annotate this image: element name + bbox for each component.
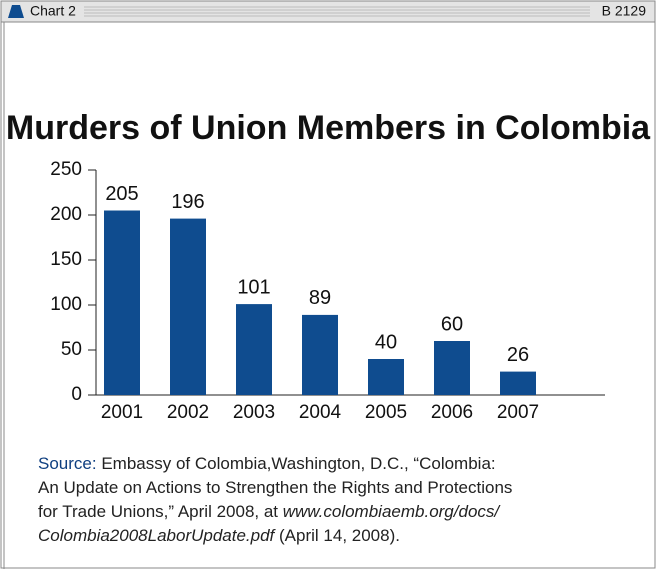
chart-title: Murders of Union Members in Colombia — [6, 109, 651, 147]
source: Source: Embassy of Colombia,Washington, … — [38, 452, 512, 548]
source-text: for Trade Unions,” April 2008, at — [38, 502, 283, 521]
y-tick-label: 250 — [50, 159, 82, 180]
source-url: www.colombiaemb.org/docs/ — [282, 502, 500, 521]
x-tick-label: 2001 — [101, 402, 143, 423]
x-tick-label: 2007 — [497, 402, 539, 423]
x-tick-label: 2002 — [167, 402, 209, 423]
source-url: Colombia2008LaborUpdate.pdf — [38, 526, 275, 545]
source-text: An Update on Actions to Strengthen the R… — [38, 478, 513, 497]
bell-icon — [8, 5, 24, 18]
x-tick-label: 2006 — [431, 402, 473, 423]
y-tick-label: 0 — [71, 384, 82, 405]
bar — [170, 218, 206, 395]
report-number: B 2129 — [602, 3, 647, 19]
header-bar — [0, 0, 656, 23]
value-label: 26 — [507, 344, 529, 366]
chart-label: Chart 2 — [30, 3, 76, 19]
value-label: 205 — [105, 183, 138, 205]
x-tick-label: 2004 — [299, 402, 342, 423]
y-tick-label: 200 — [50, 204, 82, 225]
source-label: Source: — [38, 454, 97, 473]
value-label: 89 — [309, 287, 331, 309]
value-label: 40 — [375, 331, 397, 353]
value-label: 101 — [237, 276, 270, 298]
bar — [236, 304, 272, 395]
y-tick-label: 100 — [50, 294, 82, 315]
bar — [302, 314, 338, 395]
x-tick-label: 2003 — [233, 402, 275, 423]
value-label: 60 — [441, 313, 463, 335]
x-tick-label: 2005 — [365, 402, 407, 423]
y-tick-label: 150 — [50, 249, 82, 270]
source-date: (April 14, 2008). — [274, 526, 400, 545]
y-tick-label: 50 — [61, 339, 82, 360]
bar — [368, 359, 404, 395]
value-label: 196 — [171, 191, 204, 213]
bar — [104, 210, 140, 395]
source-text: Embassy of Colombia,Washington, D.C., “C… — [101, 454, 496, 473]
header-stripes — [84, 6, 590, 17]
bar — [434, 341, 470, 395]
bar — [500, 371, 536, 395]
